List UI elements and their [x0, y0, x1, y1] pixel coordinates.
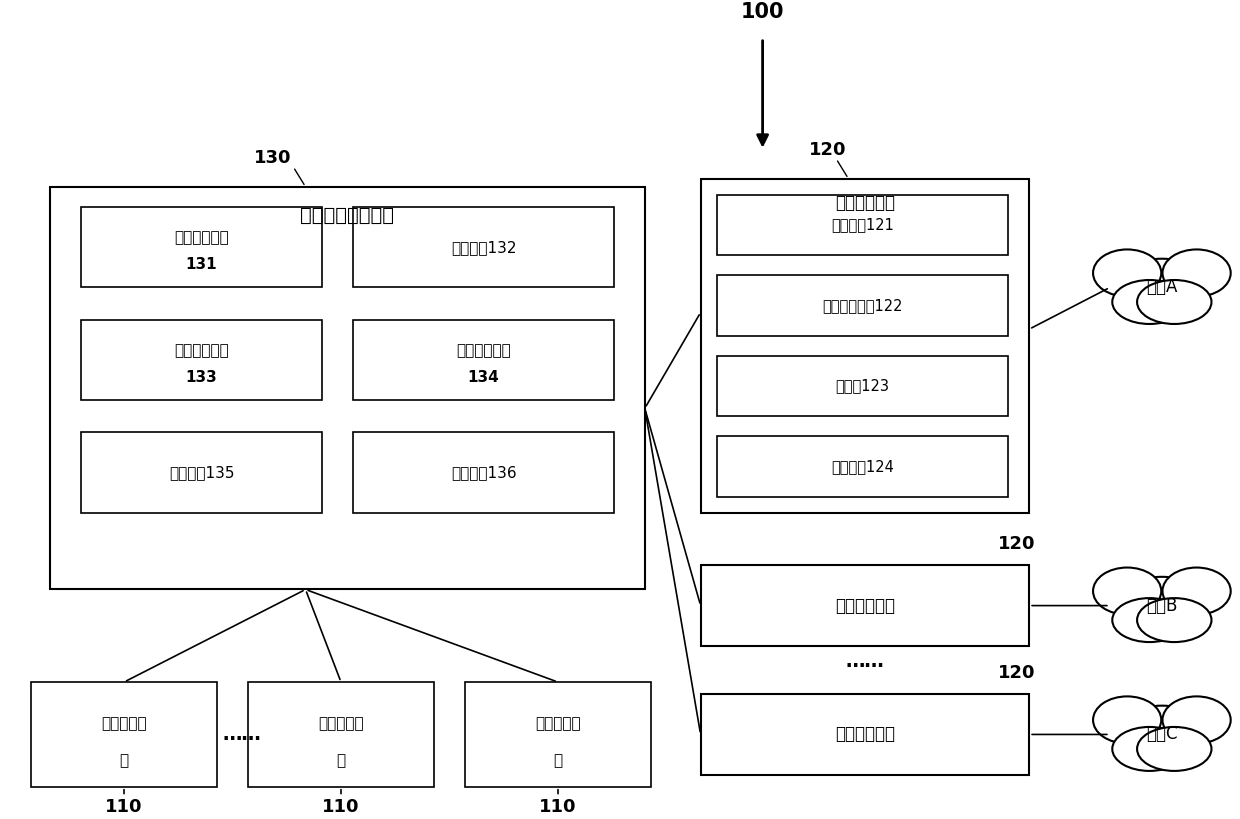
Ellipse shape — [1118, 259, 1205, 316]
FancyBboxPatch shape — [81, 319, 322, 400]
Ellipse shape — [1163, 250, 1230, 296]
Text: 道闸系统121: 道闸系统121 — [831, 218, 894, 233]
Ellipse shape — [1094, 696, 1161, 744]
Text: 处理模块136: 处理模块136 — [451, 465, 516, 480]
Text: ……: …… — [846, 653, 884, 672]
FancyBboxPatch shape — [717, 275, 1008, 336]
Ellipse shape — [1137, 598, 1211, 642]
Text: 120: 120 — [998, 536, 1035, 554]
Text: 134: 134 — [467, 370, 500, 385]
Ellipse shape — [1112, 598, 1187, 642]
Ellipse shape — [1163, 568, 1230, 614]
FancyBboxPatch shape — [353, 432, 614, 513]
Text: 存储模块124: 存储模块124 — [831, 459, 894, 474]
FancyBboxPatch shape — [50, 187, 645, 590]
Text: 110: 110 — [105, 798, 143, 816]
Text: 131: 131 — [186, 257, 217, 273]
FancyBboxPatch shape — [248, 682, 434, 787]
Text: 车位共享管理平台: 车位共享管理平台 — [300, 206, 394, 224]
Text: 第一获取模块: 第一获取模块 — [174, 230, 229, 245]
Ellipse shape — [1112, 280, 1187, 324]
Text: 车位主用户: 车位主用户 — [102, 717, 146, 731]
Text: 小区A: 小区A — [1146, 278, 1178, 296]
Ellipse shape — [1112, 727, 1187, 771]
Text: 信息量化模块: 信息量化模块 — [456, 343, 511, 358]
FancyBboxPatch shape — [465, 682, 651, 787]
FancyBboxPatch shape — [701, 565, 1029, 646]
Text: 车库管理系统: 车库管理系统 — [835, 194, 895, 212]
Ellipse shape — [1118, 706, 1205, 763]
Text: 小区C: 小区C — [1146, 726, 1178, 744]
FancyBboxPatch shape — [81, 207, 322, 287]
Ellipse shape — [1137, 727, 1211, 771]
Text: ……: …… — [222, 725, 262, 744]
Text: 车位主用户: 车位主用户 — [536, 717, 580, 731]
Text: 120: 120 — [808, 141, 847, 159]
Ellipse shape — [1137, 280, 1211, 324]
FancyBboxPatch shape — [353, 319, 614, 400]
FancyBboxPatch shape — [717, 195, 1008, 256]
Text: 小区B: 小区B — [1146, 596, 1178, 614]
FancyBboxPatch shape — [701, 179, 1029, 513]
Text: 130: 130 — [254, 149, 291, 167]
Text: 车库管理系统: 车库管理系统 — [835, 726, 895, 744]
FancyBboxPatch shape — [717, 356, 1008, 416]
FancyBboxPatch shape — [717, 437, 1008, 497]
Text: 133: 133 — [186, 370, 217, 385]
Text: 110: 110 — [322, 798, 360, 816]
Ellipse shape — [1163, 696, 1230, 744]
Text: 端: 端 — [336, 753, 346, 768]
Text: 车位主用户: 车位主用户 — [319, 717, 363, 731]
Text: 车库管理系统: 车库管理系统 — [835, 596, 895, 614]
Text: 处理器123: 处理器123 — [836, 378, 889, 394]
FancyBboxPatch shape — [701, 695, 1029, 775]
Text: 100: 100 — [740, 2, 785, 22]
Text: 学习模块132: 学习模块132 — [451, 240, 516, 255]
Ellipse shape — [1118, 577, 1205, 635]
FancyBboxPatch shape — [31, 682, 217, 787]
Ellipse shape — [1094, 568, 1161, 614]
FancyBboxPatch shape — [81, 432, 322, 513]
Text: 端: 端 — [119, 753, 129, 768]
Ellipse shape — [1094, 250, 1161, 296]
Text: 110: 110 — [539, 798, 577, 816]
Text: 第二获取模块: 第二获取模块 — [174, 343, 229, 358]
Text: 端: 端 — [553, 753, 563, 768]
Text: 车牌识别模块122: 车牌识别模块122 — [822, 298, 903, 313]
Text: 120: 120 — [998, 664, 1035, 682]
Text: 计算模块135: 计算模块135 — [169, 465, 234, 480]
FancyBboxPatch shape — [353, 207, 614, 287]
